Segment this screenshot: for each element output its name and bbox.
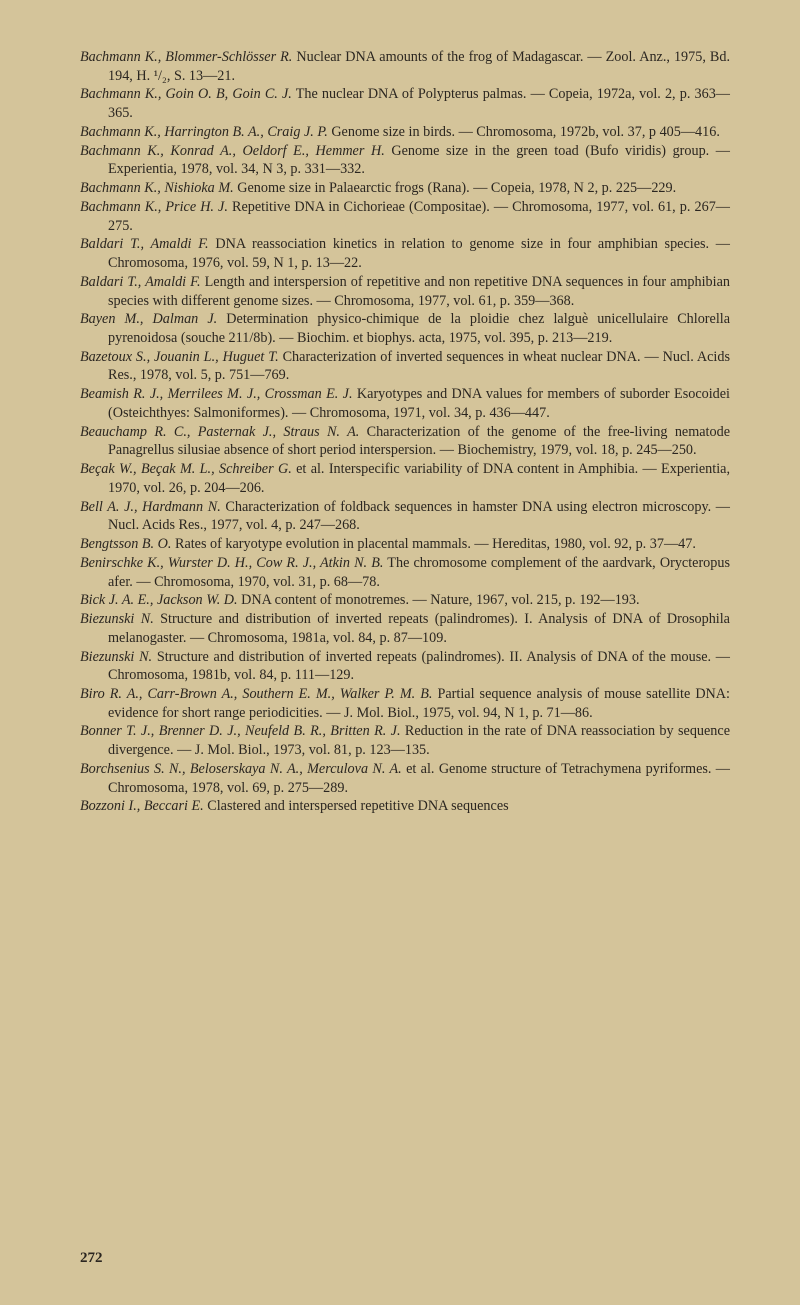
reference-text: Rates of karyotype evolution in placenta… [171,536,695,552]
reference-authors: Bachmann K., Konrad A., Oeldorf E., Hemm… [80,143,385,159]
reference-authors: Biezunski N. [80,649,152,665]
reference-entry: Beçak W., Beçak M. L., Schreiber G. et a… [80,460,730,497]
reference-entry: Bachmann K., Goin O. B, Goin C. J. The n… [80,85,730,122]
reference-text: Clastered and interspersed repetitive DN… [204,798,509,814]
reference-entry: Biezunski N. Structure and distribution … [80,648,730,685]
reference-entry: Bachmann K., Blommer-Schlösser R. Nuclea… [80,48,730,85]
page-number: 272 [80,1250,103,1267]
reference-text: Structure and distribution of inverted r… [108,649,730,684]
reference-authors: Bonner T. J., Brenner D. J., Neufeld B. … [80,723,401,739]
reference-authors: Beçak W., Beçak M. L., Schreiber G. [80,461,292,477]
reference-entry: Bachmann K., Harrington B. A., Craig J. … [80,123,730,142]
reference-text: Genome size in Palaearctic frogs (Rana).… [234,180,676,196]
reference-entry: Borchsenius S. N., Beloserskaya N. A., M… [80,760,730,797]
reference-text: Genome size in birds. — Chromosoma, 1972… [328,124,720,140]
reference-entry: Bazetoux S., Jouanin L., Huguet T. Chara… [80,348,730,385]
reference-authors: Bazetoux S., Jouanin L., Huguet T. [80,349,279,365]
reference-entry: Bachmann K., Nishioka M. Genome size in … [80,179,730,198]
reference-entry: Bonner T. J., Brenner D. J., Neufeld B. … [80,722,730,759]
reference-authors: Bachmann K., Blommer-Schlösser R. [80,49,292,65]
reference-authors: Bachmann K., Price H. J. [80,199,228,215]
reference-authors: Biezunski N. [80,611,154,627]
reference-authors: Baldari T., Amaldi F. [80,236,209,252]
reference-authors: Bachmann K., Nishioka M. [80,180,234,196]
reference-entry: Beauchamp R. C., Pasternak J., Straus N.… [80,423,730,460]
reference-authors: Biro R. A., Carr-Brown A., Southern E. M… [80,686,432,702]
reference-entry: Bachmann K., Price H. J. Repetitive DNA … [80,198,730,235]
references-list: Bachmann K., Blommer-Schlösser R. Nuclea… [80,48,730,816]
reference-entry: Biezunski N. Structure and distribution … [80,610,730,647]
reference-text: Length and interspersion of repetitive a… [108,274,730,309]
reference-entry: Baldari T., Amaldi F. DNA reassociation … [80,235,730,272]
reference-text: DNA content of monotremes. — Nature, 196… [238,592,640,608]
reference-authors: Bayen M., Dalman J. [80,311,217,327]
reference-text: Structure and distribution of inverted r… [108,611,730,646]
reference-authors: Bachmann K., Harrington B. A., Craig J. … [80,124,328,140]
reference-entry: Beamish R. J., Merrilees M. J., Crossman… [80,385,730,422]
reference-authors: Borchsenius S. N., Beloserskaya N. A., M… [80,761,402,777]
reference-entry: Bayen M., Dalman J. Determination physic… [80,310,730,347]
reference-entry: Bengtsson B. O. Rates of karyotype evolu… [80,535,730,554]
reference-authors: Bozzoni I., Beccari E. [80,798,204,814]
reference-entry: Bell A. J., Hardmann N. Characterization… [80,498,730,535]
reference-entry: Bozzoni I., Beccari E. Clastered and int… [80,797,730,816]
reference-authors: Baldari T., Amaldi F. [80,274,201,290]
reference-authors: Bell A. J., Hardmann N. [80,499,221,515]
reference-entry: Bick J. A. E., Jackson W. D. DNA content… [80,591,730,610]
reference-entry: Benirschke K., Wurster D. H., Cow R. J.,… [80,554,730,591]
reference-authors: Beauchamp R. C., Pasternak J., Straus N.… [80,424,359,440]
reference-authors: Benirschke K., Wurster D. H., Cow R. J.,… [80,555,383,571]
reference-authors: Bengtsson B. O. [80,536,171,552]
reference-authors: Bick J. A. E., Jackson W. D. [80,592,238,608]
reference-authors: Bachmann K., Goin O. B, Goin C. J. [80,86,292,102]
reference-entry: Biro R. A., Carr-Brown A., Southern E. M… [80,685,730,722]
reference-entry: Bachmann K., Konrad A., Oeldorf E., Hemm… [80,142,730,179]
reference-entry: Baldari T., Amaldi F. Length and intersp… [80,273,730,310]
reference-authors: Beamish R. J., Merrilees M. J., Crossman… [80,386,353,402]
